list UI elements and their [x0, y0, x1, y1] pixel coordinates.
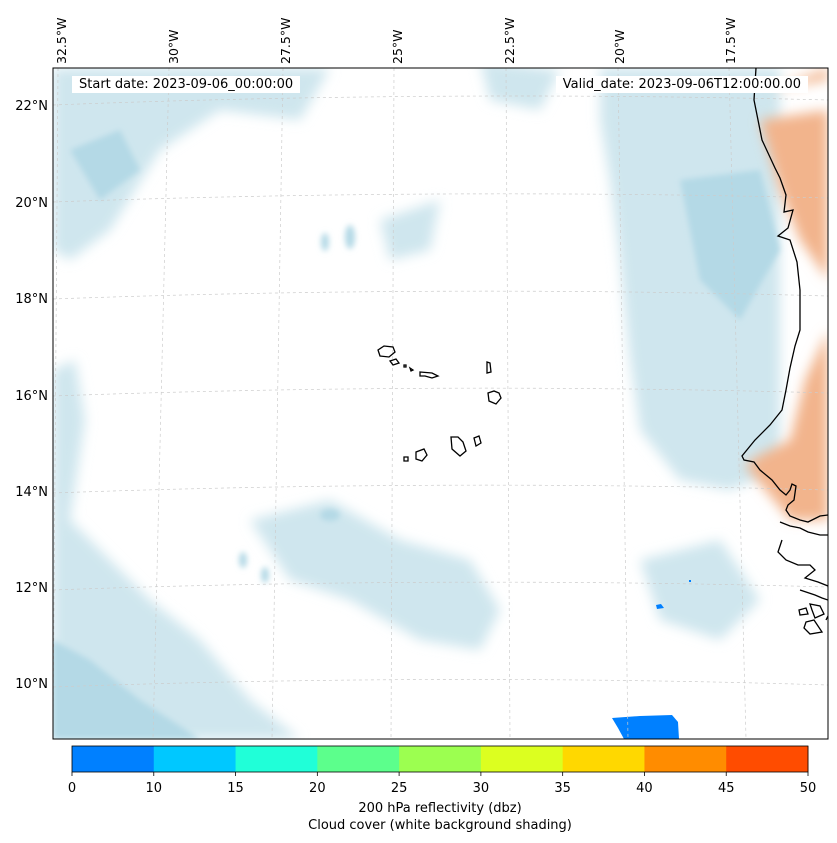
island-sao-nicolau [419, 371, 440, 379]
africa-coast [741, 68, 828, 523]
longitude-label: 27.5°W [278, 17, 293, 64]
graticule [53, 68, 828, 739]
colorbar-segment [317, 746, 400, 772]
island-fogo [415, 448, 428, 462]
colorbar-segment [235, 746, 318, 772]
colorbar-tick-label: 20 [309, 781, 326, 796]
island-maio [473, 435, 482, 448]
cloud-cover-shading [53, 68, 780, 739]
longitude-label: 25°W [390, 29, 405, 64]
colorbar-tick-label: 15 [227, 781, 244, 796]
latitude-label: 14°N [15, 485, 48, 500]
coastlines [377, 68, 828, 635]
island-sao-vicente [388, 358, 401, 366]
latitude-label: 18°N [15, 292, 48, 307]
colorbar-tick-label: 45 [717, 781, 735, 796]
colorbar-tick-label: 40 [636, 781, 653, 796]
colorbar-sublabel: Cloud cover (white background shading) [308, 818, 572, 833]
colorbar-tick-label: 35 [554, 781, 571, 796]
latitude-label: 22°N [15, 99, 48, 114]
longitude-label: 30°W [166, 29, 181, 64]
colorbar-segment [480, 746, 564, 772]
island-boa-vista [487, 390, 502, 405]
colorbar-segment [399, 746, 482, 772]
colorbar-tick-label: 50 [799, 781, 817, 796]
colorbar-tick-label: 0 [67, 781, 77, 796]
colorbar-segment [644, 746, 727, 772]
colorbar-tick-label: 25 [390, 781, 408, 796]
longitude-label: 32.5°W [54, 17, 69, 64]
continental-warm-shading [745, 68, 828, 520]
colorbar-frame [71, 745, 809, 773]
latitude-label: 16°N [15, 389, 48, 404]
longitude-label: 22.5°W [502, 17, 517, 64]
island-brava [403, 456, 409, 462]
longitude-label: 20°W [612, 29, 627, 64]
latitude-label: 20°N [15, 196, 48, 211]
colorbar-segment [153, 746, 237, 772]
valid-date-label: Valid_date: 2023-09-06T12:00:00.00 [555, 76, 808, 93]
reflectivity-cells [612, 580, 691, 739]
island-santo-antao [377, 345, 396, 358]
colorbar-label: 200 hPa reflectivity (dbz) [358, 801, 522, 816]
colorbar-segment [726, 746, 809, 772]
island-sal [486, 361, 492, 374]
gambia-river [779, 521, 828, 536]
colorbar-segment [72, 746, 155, 772]
island-santiago [450, 436, 467, 457]
colorbar [71, 745, 809, 776]
latitude-label: 12°N [15, 581, 48, 596]
colorbar-segment [562, 746, 645, 772]
colorbar-tick-label: 30 [472, 781, 490, 796]
colorbar-tick-label: 10 [145, 781, 163, 796]
longitude-label: 17.5°W [723, 17, 738, 64]
start-date-label: Start date: 2023-09-06_00:00:00 [72, 76, 301, 93]
map-frame [52, 67, 829, 740]
latitude-label: 10°N [15, 677, 48, 692]
